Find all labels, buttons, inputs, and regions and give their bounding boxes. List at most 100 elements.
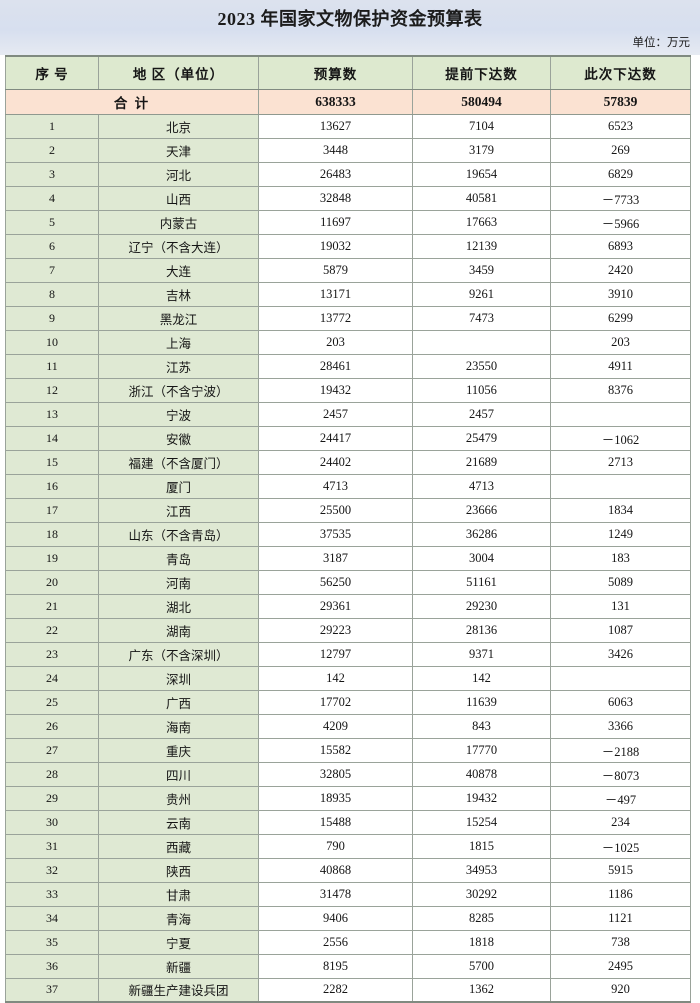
cell-seq: 15 <box>5 449 99 475</box>
cell-budget: 37535 <box>258 521 413 547</box>
budget-table-wrapper: 序 号 地 区（单位） 预算数 提前下达数 此次下达数 合 计 638333 5… <box>5 55 691 1003</box>
cell-seq: 4 <box>5 185 99 211</box>
cell-region: 天津 <box>98 137 259 163</box>
cell-seq: 2 <box>5 137 99 163</box>
cell-budget: 32805 <box>258 761 413 787</box>
cell-cur: 1087 <box>550 617 691 643</box>
cell-cur <box>550 665 691 691</box>
cell-cur: －7733 <box>550 185 691 211</box>
budget-table: 序 号 地 区（单位） 预算数 提前下达数 此次下达数 合 计 638333 5… <box>5 55 691 1003</box>
cell-budget: 3187 <box>258 545 413 571</box>
cell-seq: 7 <box>5 257 99 283</box>
table-header: 序 号 地 区（单位） 预算数 提前下达数 此次下达数 <box>5 55 691 90</box>
cell-region: 青岛 <box>98 545 259 571</box>
cell-region: 宁夏 <box>98 929 259 955</box>
cell-cur: －8073 <box>550 761 691 787</box>
cell-seq: 29 <box>5 785 99 811</box>
cell-cur: 131 <box>550 593 691 619</box>
cell-seq: 26 <box>5 713 99 739</box>
cell-region: 山东（不含青岛） <box>98 521 259 547</box>
cell-cur: 5915 <box>550 857 691 883</box>
cell-cur: 2713 <box>550 449 691 475</box>
cell-seq: 37 <box>5 977 99 1003</box>
cell-seq: 9 <box>5 305 99 331</box>
cell-seq: 3 <box>5 161 99 187</box>
cell-cur: 2420 <box>550 257 691 283</box>
cell-budget: 2282 <box>258 977 413 1003</box>
table-row: 33 甘肃 31478 30292 1186 <box>5 881 691 907</box>
table-row: 9 黑龙江 13772 7473 6299 <box>5 305 691 331</box>
cell-cur: 4911 <box>550 353 691 379</box>
cell-pre: 25479 <box>412 425 551 451</box>
table-row: 21 湖北 29361 29230 131 <box>5 593 691 619</box>
cell-seq: 27 <box>5 737 99 763</box>
cell-seq: 21 <box>5 593 99 619</box>
cell-budget: 17702 <box>258 689 413 715</box>
cell-cur: 269 <box>550 137 691 163</box>
total-pre: 580494 <box>412 88 551 115</box>
cell-seq: 31 <box>5 833 99 859</box>
cell-region: 云南 <box>98 809 259 835</box>
cell-region: 安徽 <box>98 425 259 451</box>
cell-pre: 40581 <box>412 185 551 211</box>
cell-budget: 790 <box>258 833 413 859</box>
cell-pre: 21689 <box>412 449 551 475</box>
cell-pre: 7473 <box>412 305 551 331</box>
cell-seq: 22 <box>5 617 99 643</box>
cell-cur: －2188 <box>550 737 691 763</box>
cell-budget: 19032 <box>258 233 413 259</box>
cell-region: 海南 <box>98 713 259 739</box>
cell-seq: 6 <box>5 233 99 259</box>
cell-cur: 6523 <box>550 113 691 139</box>
cell-region: 深圳 <box>98 665 259 691</box>
column-header-budget: 预算数 <box>258 55 413 90</box>
cell-pre: 843 <box>412 713 551 739</box>
cell-cur: 1186 <box>550 881 691 907</box>
cell-cur: －1025 <box>550 833 691 859</box>
table-body: 合 计 638333 580494 57839 1 北京 13627 7104 6523… <box>5 88 691 1003</box>
table-row: 2 天津 3448 3179 269 <box>5 137 691 163</box>
cell-seq: 12 <box>5 377 99 403</box>
cell-seq: 36 <box>5 953 99 979</box>
column-header-region: 地 区（单位） <box>98 55 259 90</box>
table-row: 16 厦门 4713 4713 <box>5 473 691 499</box>
cell-pre: 23550 <box>412 353 551 379</box>
cell-pre: 9261 <box>412 281 551 307</box>
cell-cur: 920 <box>550 977 691 1003</box>
cell-pre: 3179 <box>412 137 551 163</box>
table-row: 14 安徽 24417 25479 －1062 <box>5 425 691 451</box>
cell-pre: 19654 <box>412 161 551 187</box>
cell-budget: 142 <box>258 665 413 691</box>
cell-pre: 142 <box>412 665 551 691</box>
cell-budget: 13171 <box>258 281 413 307</box>
table-row: 6 辽宁（不含大连） 19032 12139 6893 <box>5 233 691 259</box>
cell-pre: 17770 <box>412 737 551 763</box>
table-row: 32 陕西 40868 34953 5915 <box>5 857 691 883</box>
cell-region: 福建（不含厦门） <box>98 449 259 475</box>
cell-pre: 11056 <box>412 377 551 403</box>
cell-pre: 17663 <box>412 209 551 235</box>
cell-cur: 5089 <box>550 569 691 595</box>
cell-pre: 5700 <box>412 953 551 979</box>
cell-pre: 1815 <box>412 833 551 859</box>
table-row: 27 重庆 15582 17770 －2188 <box>5 737 691 763</box>
cell-cur: 8376 <box>550 377 691 403</box>
cell-region: 江西 <box>98 497 259 523</box>
cell-seq: 34 <box>5 905 99 931</box>
cell-seq: 24 <box>5 665 99 691</box>
cell-region: 湖北 <box>98 593 259 619</box>
table-header-row: 序 号 地 区（单位） 预算数 提前下达数 此次下达数 <box>5 55 691 90</box>
table-row: 31 西藏 790 1815 －1025 <box>5 833 691 859</box>
cell-budget: 15488 <box>258 809 413 835</box>
cell-pre: 29230 <box>412 593 551 619</box>
column-header-seq: 序 号 <box>5 55 99 90</box>
cell-budget: 56250 <box>258 569 413 595</box>
table-row: 19 青岛 3187 3004 183 <box>5 545 691 571</box>
cell-seq: 23 <box>5 641 99 667</box>
cell-pre: 4713 <box>412 473 551 499</box>
cell-region: 宁波 <box>98 401 259 427</box>
table-row: 25 广西 17702 11639 6063 <box>5 689 691 715</box>
table-row: 8 吉林 13171 9261 3910 <box>5 281 691 307</box>
cell-budget: 26483 <box>258 161 413 187</box>
table-row: 17 江西 25500 23666 1834 <box>5 497 691 523</box>
